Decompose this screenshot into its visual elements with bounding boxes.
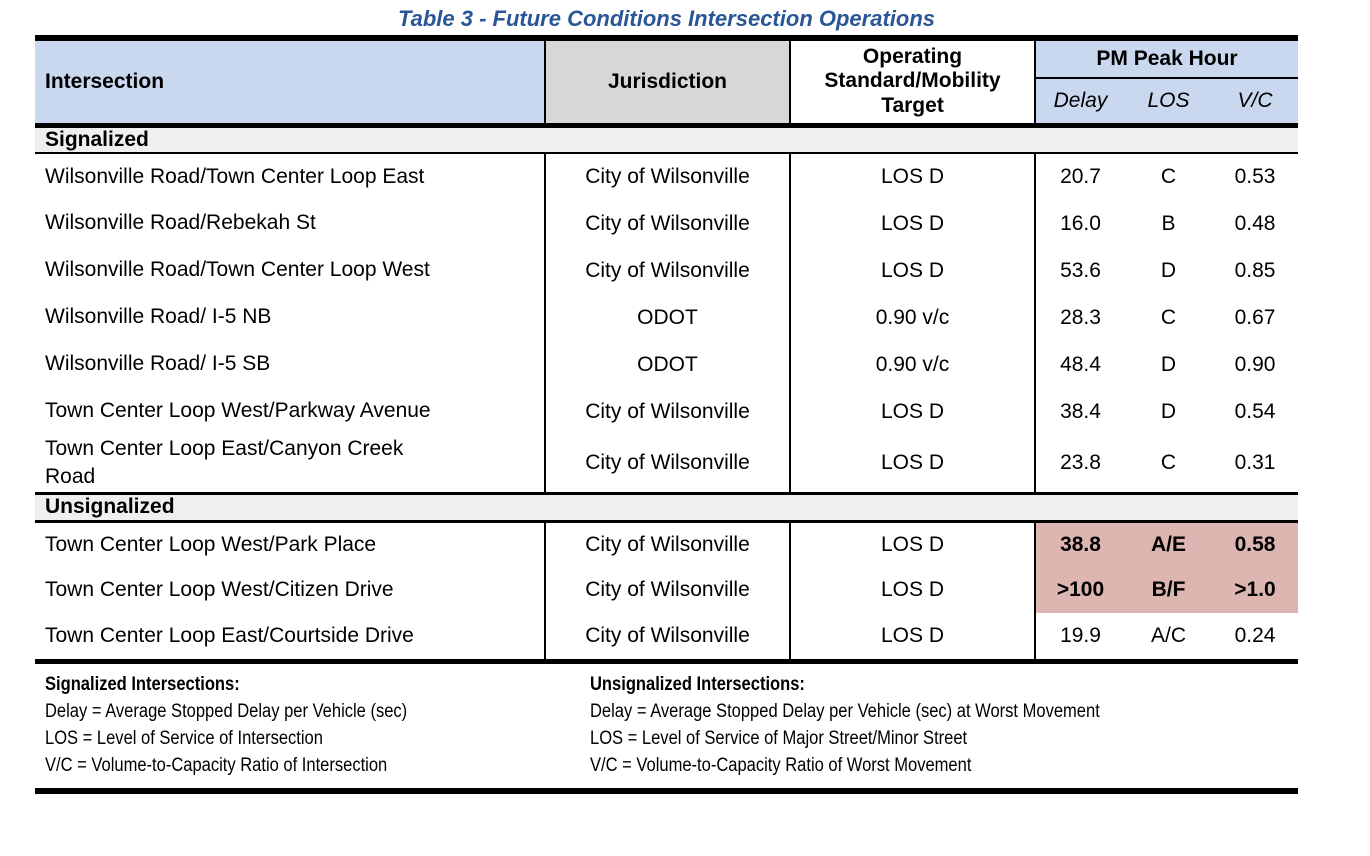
column-header-vc: V/C bbox=[1212, 78, 1298, 125]
los-cell: A/E bbox=[1125, 521, 1212, 568]
operating-standard-cell: LOS D bbox=[790, 613, 1036, 660]
vc-cell: 0.67 bbox=[1234, 305, 1276, 329]
jurisdiction-cell: City of Wilsonville bbox=[545, 567, 791, 614]
table-row: Wilsonville Road/Town Center Loop East C… bbox=[35, 153, 1298, 200]
intersection-cell: Town Center Loop West/Citizen Drive bbox=[35, 567, 546, 614]
table-row: Wilsonville Road/Town Center Loop West C… bbox=[35, 247, 1298, 294]
intersection-cell: Town Center Loop East/Courtside Drive bbox=[35, 613, 546, 660]
jurisdiction-cell: City of Wilsonville bbox=[545, 153, 791, 200]
footnote-unsignalized: Unsignalized Intersections: Delay = Aver… bbox=[590, 671, 1206, 779]
intersection-cell: Wilsonville Road/ I-5 NB bbox=[35, 294, 546, 341]
table-row: Wilsonville Road/ I-5 SB ODOT 0.90 v/c 4… bbox=[35, 341, 1298, 388]
column-header-operating-standard: Operating Standard/Mobility Target bbox=[790, 41, 1036, 125]
operating-standard-cell: LOS D bbox=[790, 200, 1036, 247]
column-header-intersection: Intersection bbox=[35, 41, 546, 125]
delay-cell: 23.8 bbox=[1060, 451, 1101, 475]
operating-standard-cell: 0.90 v/c bbox=[790, 341, 1036, 388]
intersection-cell: Town Center Loop East/Canyon Creek Road bbox=[35, 435, 546, 494]
delay-cell: 48.4 bbox=[1060, 352, 1101, 376]
los-cell: A/C bbox=[1150, 624, 1186, 648]
footnote-line: Delay = Average Stopped Delay per Vehicl… bbox=[45, 701, 408, 723]
footnote-line: V/C = Volume-to-Capacity Ratio of Inters… bbox=[45, 755, 388, 777]
operating-standard-cell: LOS D bbox=[790, 521, 1036, 568]
los-cell: B bbox=[1161, 211, 1176, 235]
section-header-label: Unsignalized bbox=[35, 491, 1298, 523]
footnote-line: LOS = Level of Service of Intersection bbox=[45, 728, 323, 750]
operating-standard-cell: LOS D bbox=[790, 435, 1036, 494]
table-row: Town Center Loop East/Courtside Drive Ci… bbox=[35, 613, 1298, 660]
intersection-cell: Wilsonville Road/Town Center Loop West bbox=[35, 247, 546, 294]
section-header-label: Signalized bbox=[35, 125, 1298, 154]
jurisdiction-cell: City of Wilsonville bbox=[545, 613, 791, 660]
operating-standard-cell: LOS D bbox=[790, 567, 1036, 614]
jurisdiction-cell: City of Wilsonville bbox=[545, 435, 791, 494]
column-header-delay: Delay bbox=[1035, 78, 1125, 125]
intersection-cell: Wilsonville Road/Town Center Loop East bbox=[35, 153, 546, 200]
delay-cell: 16.0 bbox=[1060, 211, 1101, 235]
vc-cell: 0.54 bbox=[1234, 399, 1276, 423]
footnote-signalized: Signalized Intersections: Delay = Averag… bbox=[45, 671, 519, 779]
footnote-line: Delay = Average Stopped Delay per Vehicl… bbox=[590, 701, 1100, 723]
table-row: Town Center Loop West/Citizen Drive City… bbox=[35, 567, 1298, 614]
operating-standard-cell: LOS D bbox=[790, 153, 1036, 200]
intersection-operations-table: Intersection Jurisdiction Operating Stan… bbox=[35, 41, 1298, 660]
footnote-line: V/C = Volume-to-Capacity Ratio of Worst … bbox=[590, 755, 972, 777]
intersection-cell: Wilsonville Road/Rebekah St bbox=[35, 200, 546, 247]
los-cell: D bbox=[1160, 399, 1177, 423]
table-row: Town Center Loop West/Park Place City of… bbox=[35, 521, 1298, 568]
jurisdiction-cell: ODOT bbox=[545, 294, 791, 341]
jurisdiction-cell: City of Wilsonville bbox=[545, 247, 791, 294]
vc-cell: 0.90 bbox=[1234, 352, 1276, 376]
table-body: Signalized Wilsonville Road/Town Center … bbox=[35, 125, 1298, 660]
intersection-operations-table-wrap: Intersection Jurisdiction Operating Stan… bbox=[35, 35, 1298, 795]
table-header: Intersection Jurisdiction Operating Stan… bbox=[35, 41, 1298, 125]
section-header-row: Unsignalized bbox=[35, 491, 1298, 523]
jurisdiction-cell: City of Wilsonville bbox=[545, 388, 791, 435]
intersection-cell: Town Center Loop West/Park Place bbox=[35, 521, 546, 568]
column-header-pm-peak-hour: PM Peak Hour bbox=[1035, 41, 1298, 79]
los-cell: D bbox=[1160, 258, 1177, 282]
intersection-cell: Town Center Loop West/Parkway Avenue bbox=[35, 388, 546, 435]
table-title: Table 3 - Future Conditions Intersection… bbox=[397, 6, 935, 31]
jurisdiction-cell: City of Wilsonville bbox=[545, 200, 791, 247]
operating-standard-cell: LOS D bbox=[790, 388, 1036, 435]
operating-standard-cell: 0.90 v/c bbox=[790, 294, 1036, 341]
table-row: Wilsonville Road/Rebekah St City of Wils… bbox=[35, 200, 1298, 247]
footnote-signalized-title: Signalized Intersections: bbox=[45, 674, 240, 696]
column-header-jurisdiction: Jurisdiction bbox=[545, 41, 791, 125]
table-row: Wilsonville Road/ I-5 NB ODOT 0.90 v/c 2… bbox=[35, 294, 1298, 341]
jurisdiction-cell: City of Wilsonville bbox=[545, 521, 791, 568]
los-cell: C bbox=[1160, 165, 1177, 188]
vc-cell: 0.31 bbox=[1234, 451, 1276, 475]
table-row: Town Center Loop East/Canyon Creek Road … bbox=[35, 435, 1298, 494]
jurisdiction-cell: ODOT bbox=[545, 341, 791, 388]
table-footnotes: Signalized Intersections: Delay = Averag… bbox=[35, 659, 1298, 788]
column-header-los: LOS bbox=[1125, 78, 1212, 125]
intersection-cell: Wilsonville Road/ I-5 SB bbox=[35, 341, 546, 388]
vc-cell: >1.0 bbox=[1212, 567, 1298, 614]
delay-cell: 38.4 bbox=[1060, 399, 1101, 423]
section-header-row: Signalized bbox=[35, 125, 1298, 154]
delay-cell: 20.7 bbox=[1060, 165, 1101, 188]
los-cell: D bbox=[1160, 352, 1177, 376]
vc-cell: 0.58 bbox=[1212, 521, 1298, 568]
delay-cell: 53.6 bbox=[1060, 258, 1101, 282]
los-cell: C bbox=[1160, 305, 1177, 329]
footnote-unsignalized-title: Unsignalized Intersections: bbox=[590, 674, 805, 696]
vc-cell: 0.48 bbox=[1234, 211, 1276, 235]
delay-cell: 19.9 bbox=[1060, 624, 1101, 648]
delay-cell: >100 bbox=[1035, 567, 1125, 614]
los-cell: C bbox=[1160, 451, 1177, 475]
los-cell: B/F bbox=[1125, 567, 1212, 614]
vc-cell: 0.53 bbox=[1234, 165, 1276, 188]
vc-cell: 0.24 bbox=[1234, 624, 1276, 648]
operating-standard-cell: LOS D bbox=[790, 247, 1036, 294]
delay-cell: 28.3 bbox=[1060, 305, 1101, 329]
table-row: Town Center Loop West/Parkway Avenue Cit… bbox=[35, 388, 1298, 435]
vc-cell: 0.85 bbox=[1234, 258, 1276, 282]
footnote-line: LOS = Level of Service of Major Street/M… bbox=[590, 728, 968, 750]
delay-cell: 38.8 bbox=[1035, 521, 1125, 568]
